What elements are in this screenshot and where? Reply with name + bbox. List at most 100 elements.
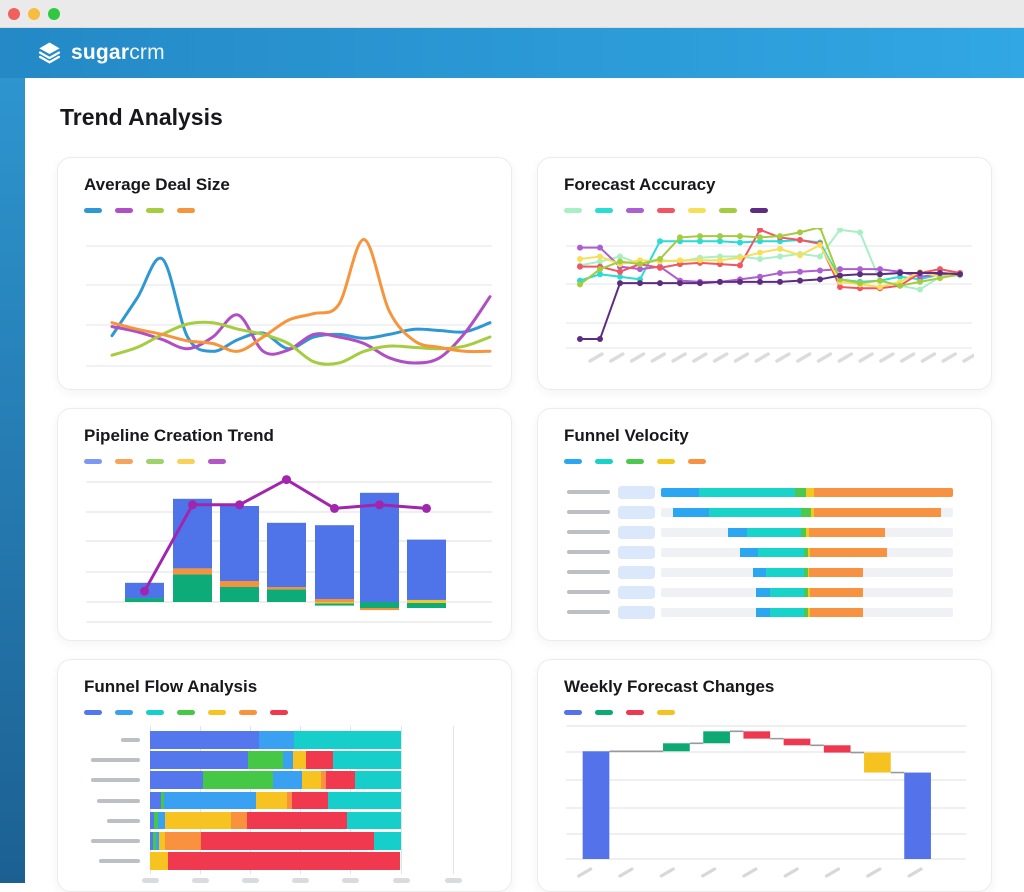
zoom-window-button[interactable] <box>48 7 60 20</box>
legend-swatch[interactable] <box>177 710 195 715</box>
chart-legend <box>84 710 288 715</box>
sugarcrm-logo[interactable]: sugarcrm <box>36 40 165 67</box>
bar-segment-green <box>161 791 164 810</box>
bar-segment-yellow <box>165 811 232 830</box>
legend-swatch[interactable] <box>688 459 706 464</box>
average-deal-size-chart <box>58 158 511 389</box>
legend-swatch[interactable] <box>626 208 644 213</box>
row-value-pill <box>618 545 655 559</box>
bar-chart-canvas <box>86 475 492 623</box>
waterfall-chart-canvas <box>566 725 966 878</box>
bar-segment-cyan <box>709 507 802 517</box>
legend-swatch[interactable] <box>688 208 706 213</box>
bar-segment-orange <box>810 547 887 557</box>
bar-segment-yellow <box>807 547 811 557</box>
bar-segment-yellow <box>255 791 287 810</box>
bar-segment-lblue <box>272 771 302 789</box>
bar-segment-orange <box>231 811 248 830</box>
legend-swatch[interactable] <box>564 710 582 715</box>
bar-segment-red <box>167 852 401 870</box>
legend-swatch[interactable] <box>146 208 164 213</box>
card-title: Pipeline Creation Trend <box>84 426 274 445</box>
row-label-skeleton <box>99 859 140 864</box>
legend-swatch[interactable] <box>177 459 195 464</box>
legend-swatch[interactable] <box>657 208 675 213</box>
legend-swatch[interactable] <box>84 710 102 715</box>
brand-text: sugarcrm <box>71 41 165 65</box>
chart-card-average-deal-size[interactable]: Average Deal Size <box>57 157 512 390</box>
chart-card-pipeline-creation-trend[interactable]: Pipeline Creation Trend <box>57 408 512 641</box>
bar-segment-cyan <box>354 771 401 789</box>
legend-swatch[interactable] <box>657 459 675 464</box>
row-label-skeleton <box>567 490 610 494</box>
bar-segment-green <box>803 547 808 557</box>
bar-segment-yellow <box>150 852 168 870</box>
card-title: Forecast Accuracy <box>564 175 716 194</box>
left-accent-strip <box>0 78 25 883</box>
legend-swatch[interactable] <box>239 710 257 715</box>
bar-segment-red <box>201 832 374 850</box>
bar-segment-cyan <box>327 791 401 810</box>
legend-swatch[interactable] <box>626 710 644 715</box>
bar-segment-yellow <box>301 771 322 789</box>
legend-swatch[interactable] <box>270 710 288 715</box>
bar-segment-orange <box>809 527 885 537</box>
bar-segment-green <box>801 507 811 517</box>
legend-swatch[interactable] <box>115 459 133 464</box>
bar-segment-blue <box>661 487 699 497</box>
legend-swatch[interactable] <box>208 710 226 715</box>
legend-swatch[interactable] <box>84 208 102 213</box>
stacked-bar <box>150 852 401 870</box>
chart-card-forecast-accuracy[interactable]: Forecast Accuracy <box>537 157 992 390</box>
row-track <box>661 587 953 597</box>
legend-swatch[interactable] <box>84 459 102 464</box>
bar-segment-yellow <box>805 487 814 497</box>
bar-segment-cyan <box>698 487 796 497</box>
legend-swatch[interactable] <box>115 710 133 715</box>
bar-segment-green <box>804 567 808 577</box>
bar-segment-cyan <box>347 811 401 830</box>
x-tick-skeleton <box>141 878 159 883</box>
row-label-skeleton <box>107 818 140 823</box>
legend-swatch[interactable] <box>564 208 582 213</box>
bar-segment-yellow <box>808 587 811 597</box>
legend-swatch[interactable] <box>750 208 768 213</box>
row-label-skeleton <box>121 738 140 742</box>
chart-card-funnel-velocity[interactable]: Funnel Velocity <box>537 408 992 641</box>
legend-swatch[interactable] <box>595 459 613 464</box>
bar-segment-yellow <box>805 527 810 537</box>
chart-card-weekly-forecast-changes[interactable]: Weekly Forecast Changes <box>537 659 992 892</box>
legend-swatch[interactable] <box>146 710 164 715</box>
row-value-pill <box>618 585 655 599</box>
bar-segment-cyan <box>747 527 801 537</box>
legend-swatch[interactable] <box>595 208 613 213</box>
legend-swatch[interactable] <box>208 459 226 464</box>
vertical-gridline <box>401 726 402 874</box>
x-tick-skeleton <box>241 878 259 883</box>
legend-swatch[interactable] <box>719 208 737 213</box>
close-window-button[interactable] <box>8 7 20 20</box>
stacked-bar <box>150 791 401 810</box>
legend-swatch[interactable] <box>564 459 582 464</box>
chart-legend <box>564 710 675 715</box>
bar-segment-royal <box>150 731 259 749</box>
chart-card-funnel-flow-analysis[interactable]: Funnel Flow Analysis <box>57 659 512 892</box>
bar-segment-orange <box>810 607 863 617</box>
legend-swatch[interactable] <box>595 710 613 715</box>
line-chart-canvas <box>86 238 492 367</box>
legend-swatch[interactable] <box>626 459 644 464</box>
legend-swatch[interactable] <box>146 459 164 464</box>
legend-swatch[interactable] <box>177 208 195 213</box>
brand-bold: sugar <box>71 41 130 64</box>
legend-swatch[interactable] <box>657 710 675 715</box>
chart-legend <box>84 459 226 464</box>
x-tick-skeleton <box>341 878 359 883</box>
app-header: sugarcrm <box>0 28 1024 78</box>
bar-segment-blue <box>739 547 759 557</box>
bar-segment-lblue <box>155 832 159 850</box>
legend-swatch[interactable] <box>115 208 133 213</box>
minimize-window-button[interactable] <box>28 7 40 20</box>
bar-segment-orange <box>287 791 293 810</box>
pipeline-creation-trend-chart <box>58 409 511 640</box>
brand-light: crm <box>129 41 165 64</box>
